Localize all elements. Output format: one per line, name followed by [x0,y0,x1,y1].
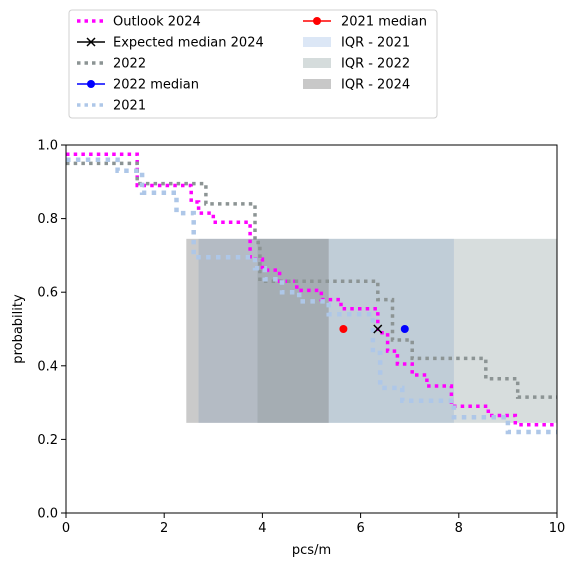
legend-label: Expected median 2024 [113,36,264,51]
legend-label: IQR - 2021 [341,36,410,51]
legend-marker [87,80,95,88]
legend-item-2021: 2021 [77,99,146,114]
series-lines [66,152,557,435]
legend-label: 2022 [113,57,146,72]
legend-item-expected-median-2024: Expected median 2024 [77,36,264,51]
series-2021 [66,157,557,435]
legend-label: IQR - 2024 [341,78,410,93]
point-expected-median-2024-stroke-b [373,324,383,334]
series-2022 [66,161,557,399]
legend-item-outlook-2024: Outlook 2024 [77,15,201,30]
median-markers [339,324,409,334]
legend-label: 2021 [113,99,146,114]
x-axis: 0 2 4 6 8 10 [62,513,565,536]
legend-box [68,9,438,119]
legend-marker [313,17,321,25]
plot-area [65,144,558,514]
legend-item-2021-median: 2021 median [303,15,427,30]
legend-swatch [303,79,331,89]
series-outlook-2024 [66,152,557,427]
legend-label: Outlook 2024 [113,15,201,30]
legend: Outlook 2024 Expected median 2024 2022 2022… [68,9,438,119]
legend-swatch [303,37,331,47]
point-2021-median [339,325,348,333]
point-2022-median [400,325,409,333]
y-tick-label: 0.8 [37,212,58,227]
legend-marker [86,37,96,47]
x-tick-label: 10 [549,521,566,536]
legend-label: IQR - 2022 [341,57,410,72]
y-tick-label: 1.0 [37,139,58,154]
y-tick-label: 0.0 [37,507,58,522]
legend-swatch [303,58,331,68]
y-axis-label: probability [11,294,26,364]
x-tick-label: 4 [258,521,266,536]
x-tick-label: 6 [356,521,364,536]
x-tick-label: 2 [160,521,168,536]
x-axis-label: pcs/m [292,543,331,558]
legend-item-iqr-2024: IQR - 2024 [303,78,410,93]
legend-label: 2021 median [341,15,427,30]
x-tick-label: 0 [62,521,70,536]
x-tick-label: 8 [455,521,463,536]
legend-item-iqr-2022: IQR - 2022 [303,57,410,72]
y-axis: 0.0 0.2 0.4 0.6 0.8 1.0 [37,139,66,522]
legend-marker-stroke-b [86,37,96,47]
plot-frame [65,144,558,514]
legend-item-2022-median: 2022 median [77,78,199,93]
legend-item-2022: 2022 [77,57,146,72]
legend-label: 2022 median [113,78,199,93]
legend-item-iqr-2021: IQR - 2021 [303,36,410,51]
y-tick-label: 0.2 [37,433,58,448]
band-iqr-2021 [198,238,454,423]
y-tick-label: 0.4 [37,359,58,374]
y-tick-label: 0.6 [37,286,58,301]
iqr-bands [186,238,557,423]
point-expected-median-2024 [373,324,383,334]
